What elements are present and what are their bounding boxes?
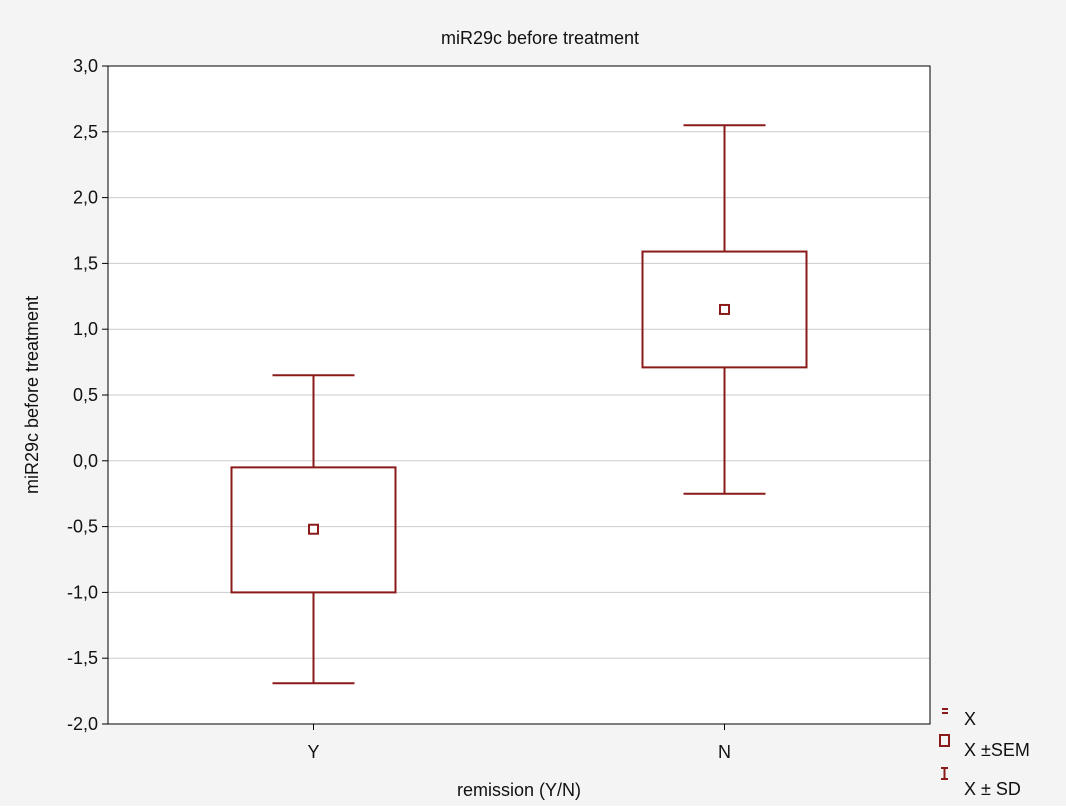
data-layer	[230, 124, 808, 685]
sem-box	[641, 250, 808, 369]
x-tick-label: Y	[307, 742, 319, 762]
y-tick-label: 1,5	[73, 253, 98, 273]
legend-label: X ±SEM	[964, 740, 1030, 760]
legend-box-symbol	[939, 734, 950, 747]
legend-label: X	[964, 709, 976, 729]
legend-label: X ± SD	[964, 779, 1021, 799]
y-tick-label: -2,0	[67, 714, 98, 734]
mean-marker	[719, 303, 730, 315]
y-tick-label: 0,5	[73, 385, 98, 405]
y-tick-label: 1,0	[73, 319, 98, 339]
y-axis-label: miR29c before treatment	[22, 296, 42, 494]
x-tick-label: N	[718, 742, 731, 762]
y-tick-label: -1,5	[67, 648, 98, 668]
legend: X X ±SEM X ± SD	[939, 708, 1030, 799]
sem-box	[230, 466, 397, 594]
y-tick-label: 2,0	[73, 188, 98, 208]
y-tick-label: -1,0	[67, 582, 98, 602]
y-tick-label: 3,0	[73, 56, 98, 76]
x-axis-label: remission (Y/N)	[457, 780, 581, 800]
y-tick-label: -0,5	[67, 517, 98, 537]
y-tick-label: 2,5	[73, 122, 98, 142]
axes: -2,0 -1,5 -1,0 -0,5 0,0 0,5 1,0 1,5 2,0 2,5 3,0 Y N	[67, 56, 731, 762]
y-tick-label: 0,0	[73, 451, 98, 471]
chart-title: miR29c before treatment	[441, 28, 639, 48]
grid-lines	[108, 131, 930, 659]
mean-marker	[308, 523, 319, 535]
